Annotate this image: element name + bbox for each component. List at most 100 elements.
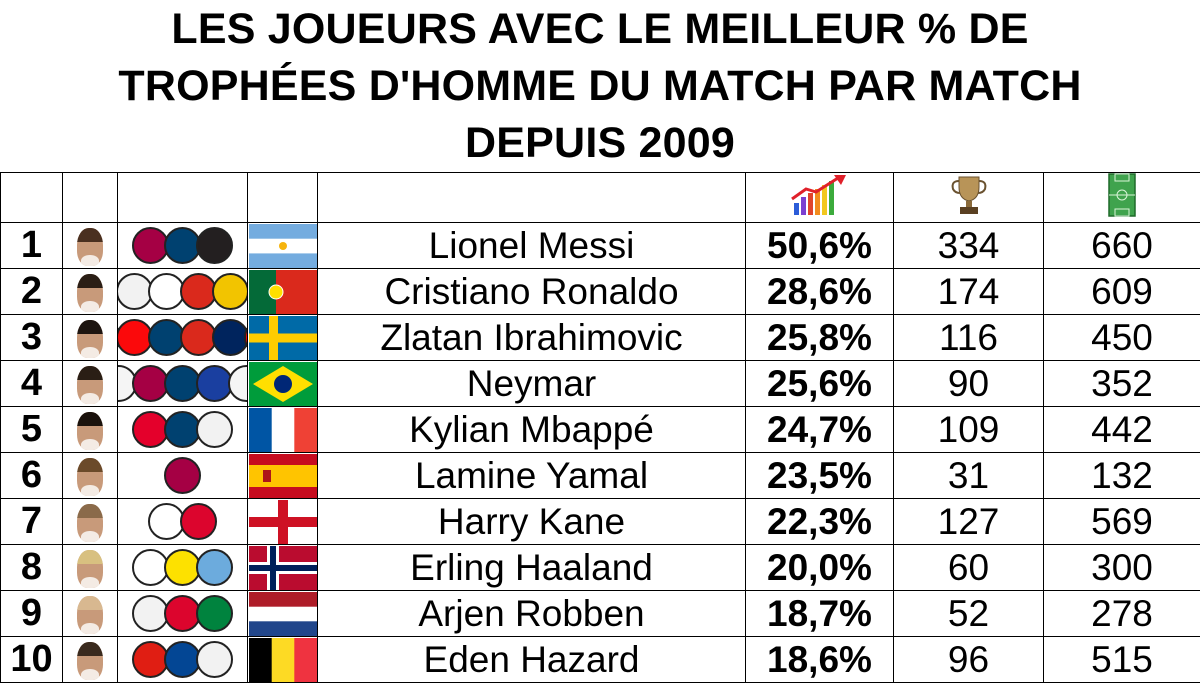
flag-portugal-icon <box>249 270 317 314</box>
clubs-cell <box>118 361 248 407</box>
matches-value: 300 <box>1044 545 1200 591</box>
club-logo-inter-miami-icon <box>196 227 233 264</box>
player-photo-icon <box>77 366 103 404</box>
table-row: 5 Kylian Mbappé 24,7% 109 442 <box>1 407 1200 453</box>
flag-cell <box>248 545 318 591</box>
header-rank <box>1 173 63 223</box>
player-name: Erling Haaland <box>318 545 746 591</box>
photo-cell <box>63 453 118 499</box>
percent-value: 50,6% <box>746 223 894 269</box>
rank-cell: 9 <box>1 591 63 637</box>
table-row: 2 Cristiano Ronaldo 28,6% 174 609 <box>1 269 1200 315</box>
header-name <box>318 173 746 223</box>
title-line-2: TROPHÉES D'HOMME DU MATCH PAR MATCH <box>118 58 1081 115</box>
flag-sweden-icon <box>249 316 317 360</box>
player-name: Arjen Robben <box>318 591 746 637</box>
rank-cell: 7 <box>1 499 63 545</box>
table-row: 1 Lionel Messi 50,6% 334 660 <box>1 223 1200 269</box>
clubs-cell <box>118 315 248 361</box>
club-logo-fc-barcelona-icon <box>164 457 201 494</box>
percent-value: 18,6% <box>746 637 894 683</box>
player-photo-icon <box>77 596 103 634</box>
percent-value: 20,0% <box>746 545 894 591</box>
flag-cell <box>248 361 318 407</box>
club-logo-bayern-munich-icon <box>180 503 217 540</box>
rank-cell: 6 <box>1 453 63 499</box>
rank-cell: 5 <box>1 407 63 453</box>
club-logo-real-madrid-icon <box>196 411 233 448</box>
player-name: Lamine Yamal <box>318 453 746 499</box>
flag-cell <box>248 591 318 637</box>
player-name: Eden Hazard <box>318 637 746 683</box>
matches-value: 515 <box>1044 637 1200 683</box>
photo-cell <box>63 499 118 545</box>
player-name: Harry Kane <box>318 499 746 545</box>
clubs-cell <box>118 499 248 545</box>
trophies-value: 174 <box>894 269 1044 315</box>
flag-brazil-icon <box>249 362 317 406</box>
photo-cell <box>63 361 118 407</box>
matches-value: 132 <box>1044 453 1200 499</box>
player-photo-icon <box>77 504 103 542</box>
table-row: 10 Eden Hazard 18,6% 96 515 <box>1 637 1200 683</box>
header-matches <box>1044 173 1200 223</box>
trophies-value: 60 <box>894 545 1044 591</box>
table-row: 9 Arjen Robben 18,7% 52 278 <box>1 591 1200 637</box>
clubs-cell <box>118 453 248 499</box>
rank-cell: 4 <box>1 361 63 407</box>
matches-value: 352 <box>1044 361 1200 407</box>
page-title: LES JOUEURS AVEC LE MEILLEUR % DE TROPHÉ… <box>0 0 1200 172</box>
player-photo-icon <box>77 550 103 588</box>
ranking-table: 1 Lionel Messi 50,6% 334 660 2 Cristiano… <box>0 172 1200 683</box>
trophies-value: 109 <box>894 407 1044 453</box>
player-name: Cristiano Ronaldo <box>318 269 746 315</box>
trophies-value: 90 <box>894 361 1044 407</box>
trophies-value: 52 <box>894 591 1044 637</box>
photo-cell <box>63 269 118 315</box>
photo-cell <box>63 637 118 683</box>
clubs-cell <box>118 269 248 315</box>
header-clubs <box>118 173 248 223</box>
percent-value: 23,5% <box>746 453 894 499</box>
flag-norway-icon <box>249 546 317 590</box>
matches-value: 442 <box>1044 407 1200 453</box>
matches-value: 660 <box>1044 223 1200 269</box>
player-photo-icon <box>77 320 103 358</box>
trophies-value: 96 <box>894 637 1044 683</box>
player-photo-icon <box>77 642 103 680</box>
trophies-value: 334 <box>894 223 1044 269</box>
player-photo-icon <box>77 458 103 496</box>
photo-cell <box>63 591 118 637</box>
player-name: Kylian Mbappé <box>318 407 746 453</box>
bar-chart-growth-icon <box>788 173 852 217</box>
title-line-1: LES JOUEURS AVEC LE MEILLEUR % DE <box>171 1 1028 58</box>
clubs-cell <box>118 407 248 453</box>
clubs-cell <box>118 591 248 637</box>
photo-cell <box>63 407 118 453</box>
player-name: Lionel Messi <box>318 223 746 269</box>
flag-cell <box>248 269 318 315</box>
rank-cell: 2 <box>1 269 63 315</box>
trophies-value: 31 <box>894 453 1044 499</box>
header-row <box>1 173 1200 223</box>
flag-argentina-icon <box>249 224 317 268</box>
flag-spain-icon <box>249 454 317 498</box>
club-logo-santos-icon <box>228 365 248 402</box>
matches-value: 569 <box>1044 499 1200 545</box>
percent-value: 22,3% <box>746 499 894 545</box>
club-logo-manchester-city-icon <box>196 549 233 586</box>
player-name: Zlatan Ibrahimovic <box>318 315 746 361</box>
trophies-value: 116 <box>894 315 1044 361</box>
table-row: 7 Harry Kane 22,3% 127 569 <box>1 499 1200 545</box>
matches-value: 450 <box>1044 315 1200 361</box>
flag-cell <box>248 407 318 453</box>
header-percent <box>746 173 894 223</box>
flag-france-icon <box>249 408 317 452</box>
rank-cell: 10 <box>1 637 63 683</box>
photo-cell <box>63 223 118 269</box>
percent-value: 28,6% <box>746 269 894 315</box>
flag-cell <box>248 637 318 683</box>
football-pitch-icon <box>1108 173 1136 217</box>
trophies-value: 127 <box>894 499 1044 545</box>
percent-value: 25,6% <box>746 361 894 407</box>
